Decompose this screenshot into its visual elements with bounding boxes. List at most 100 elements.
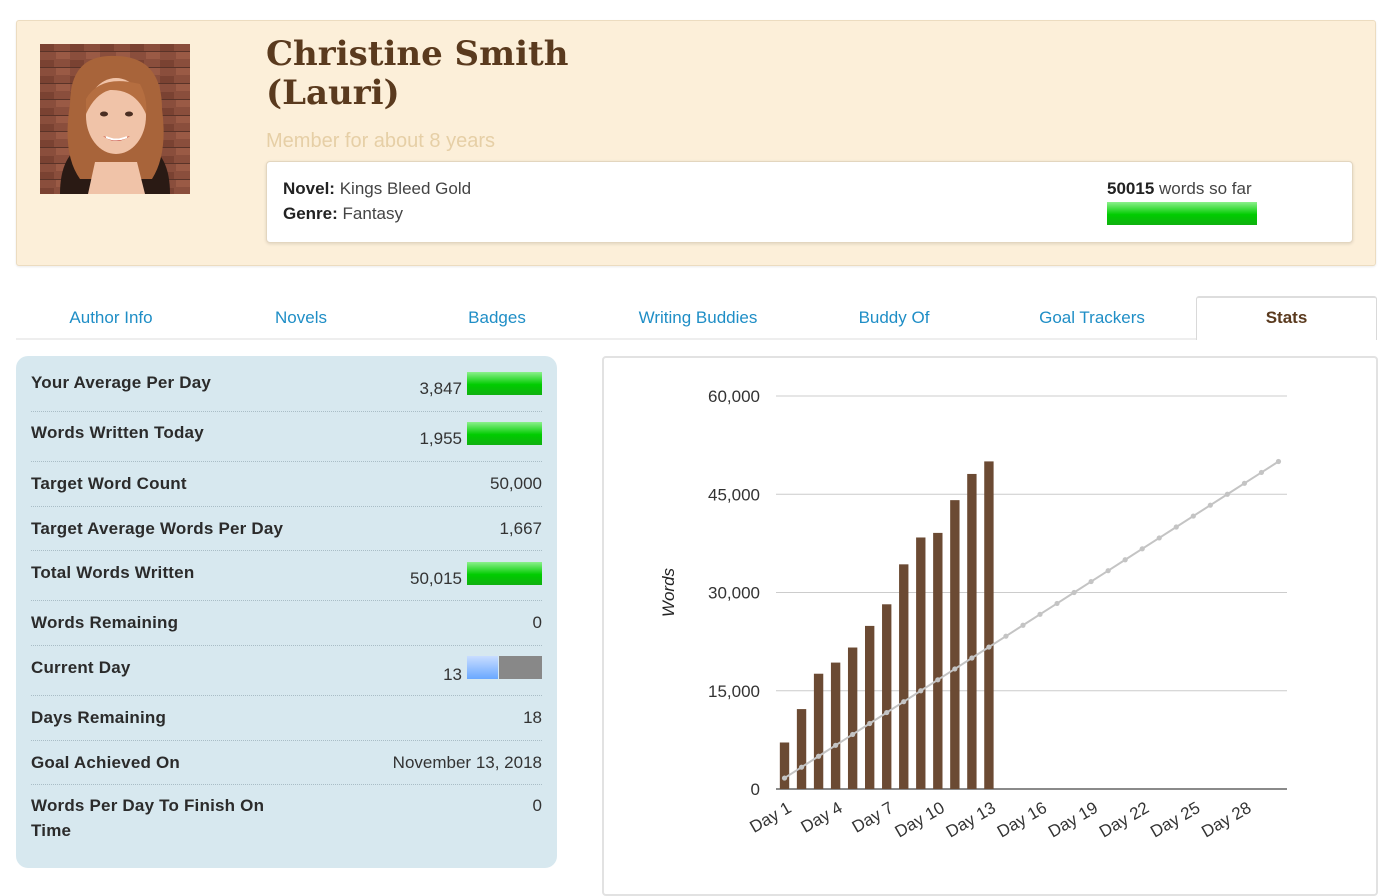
stat-label: Words Per Day To Finish On Time	[31, 796, 265, 840]
bar-day-8	[899, 564, 909, 789]
word-progress-bar	[1107, 202, 1257, 225]
y-tick-label: 15,000	[708, 682, 760, 701]
stat-row: Words Written Today 1,955	[31, 412, 542, 462]
tab-novels[interactable]: Novels	[275, 308, 327, 327]
stat-row: Your Average Per Day 3,847	[31, 356, 542, 412]
tab-writing-buddies[interactable]: Writing Buddies	[638, 308, 758, 327]
days-elapsed-segment	[467, 656, 498, 679]
stat-value: 3,847	[419, 379, 462, 398]
stat-row: Target Average Words Per Day 1,667	[31, 507, 542, 551]
bar-day-7	[882, 604, 892, 789]
bar-day-9	[916, 537, 926, 789]
x-tick-label: Day 22	[1096, 798, 1152, 841]
bar-day-2	[796, 709, 807, 789]
stat-label: Target Word Count	[31, 474, 187, 493]
bar-day-13	[984, 461, 994, 789]
bar-day-10	[933, 532, 943, 789]
genre-label: Genre:	[283, 204, 338, 223]
target-point	[1054, 600, 1060, 607]
target-point	[815, 753, 822, 759]
stat-value: 13	[443, 665, 462, 684]
target-point	[918, 688, 924, 694]
target-point	[884, 709, 890, 716]
stat-row: Target Word Count 50,000	[31, 462, 542, 507]
x-tick-label: Day 4	[798, 798, 846, 837]
stat-label: Words Remaining	[31, 613, 179, 632]
target-point	[1173, 524, 1179, 530]
target-point	[798, 764, 805, 770]
target-point	[1190, 513, 1196, 519]
target-point	[1139, 546, 1145, 552]
stat-progress-bar	[467, 562, 542, 585]
days-remaining-segment	[499, 656, 542, 679]
target-point	[1071, 589, 1077, 596]
stat-row: Words Remaining 0	[31, 601, 542, 646]
tab-author-info[interactable]: Author Info	[69, 308, 153, 327]
x-tick-label: Day 25	[1147, 798, 1203, 841]
novel-summary-card: Novel: Kings Bleed Gold Genre: Fantasy 5…	[266, 161, 1353, 243]
stat-value: 50,015	[410, 569, 462, 588]
y-tick-label: 45,000	[708, 485, 760, 504]
x-tick-label: Day 7	[849, 798, 897, 837]
stat-progress-bar	[467, 422, 542, 445]
target-point	[1088, 578, 1094, 585]
bar-day-1	[779, 742, 790, 789]
bar-day-4	[830, 662, 841, 789]
stat-label: Total Words Written	[31, 563, 195, 582]
stat-value: 50,000	[490, 474, 542, 493]
x-tick-label: Day 13	[943, 798, 999, 841]
target-point	[833, 742, 839, 748]
stat-value: 0	[532, 796, 542, 815]
stat-label: Target Average Words Per Day	[31, 519, 284, 538]
tab-goal-trackers[interactable]: Goal Trackers	[1039, 308, 1145, 327]
tab-badges[interactable]: Badges	[468, 308, 526, 327]
stat-value: 18	[523, 708, 542, 727]
y-tick-label: 0	[751, 780, 760, 799]
stat-label: Days Remaining	[31, 708, 167, 727]
day-progress-bar	[467, 656, 542, 679]
stat-row: Words Per Day To Finish On Time 0	[31, 785, 542, 865]
word-progress-fill	[1107, 202, 1257, 225]
stats-panel: Your Average Per Day 3,847 Words Written…	[16, 356, 557, 868]
target-point	[781, 775, 788, 781]
target-point	[935, 677, 941, 683]
x-tick-label: Day 28	[1198, 798, 1254, 841]
target-point	[1207, 502, 1213, 508]
x-tick-label: Day 10	[892, 798, 948, 841]
author-name: Christine Smith (Lauri)	[266, 34, 569, 113]
y-tick-label: 60,000	[708, 387, 760, 406]
y-tick-label: 30,000	[708, 584, 760, 603]
x-tick-label: Day 16	[994, 798, 1050, 841]
stat-value: November 13, 2018	[392, 753, 542, 772]
target-point	[1258, 469, 1265, 476]
target-point	[867, 720, 873, 727]
y-axis-label: Words	[659, 567, 678, 617]
genre-line: Genre: Fantasy	[283, 204, 403, 224]
target-point	[1224, 491, 1230, 497]
bar-day-6	[864, 625, 875, 789]
word-count-chart: 0 15,000 30,000 45,000 60,000 Words Day 1 Day 4…	[602, 356, 1378, 896]
tabs-divider	[16, 338, 1377, 340]
stat-value: 1,667	[499, 519, 542, 538]
target-point	[850, 731, 856, 738]
chart-svg: 0 15,000 30,000 45,000 60,000 Words Day 1 Day 4…	[659, 387, 1287, 841]
genre-value: Fantasy	[342, 204, 404, 223]
words-suffix: words so far	[1159, 179, 1252, 198]
novel-title[interactable]: Kings Bleed Gold	[339, 179, 472, 198]
stat-row: Total Words Written 50,015	[31, 551, 542, 601]
avatar[interactable]	[40, 44, 190, 194]
target-point	[901, 699, 907, 705]
tab-buddy-of[interactable]: Buddy Of	[858, 308, 930, 327]
target-point	[986, 644, 992, 650]
stat-value: 0	[532, 613, 542, 632]
tab-stats[interactable]: Stats	[1196, 296, 1377, 340]
target-point	[1156, 535, 1162, 541]
bar-day-3	[813, 673, 824, 789]
stat-value: 1,955	[419, 429, 462, 448]
words-so-far: 50015 words so far	[1107, 179, 1252, 199]
target-point	[1037, 611, 1043, 617]
profile-header: Christine Smith (Lauri) Member for about…	[16, 20, 1376, 266]
target-point	[952, 666, 958, 672]
stat-row: Goal Achieved On November 13, 2018	[31, 741, 542, 785]
novel-label: Novel:	[283, 179, 335, 198]
